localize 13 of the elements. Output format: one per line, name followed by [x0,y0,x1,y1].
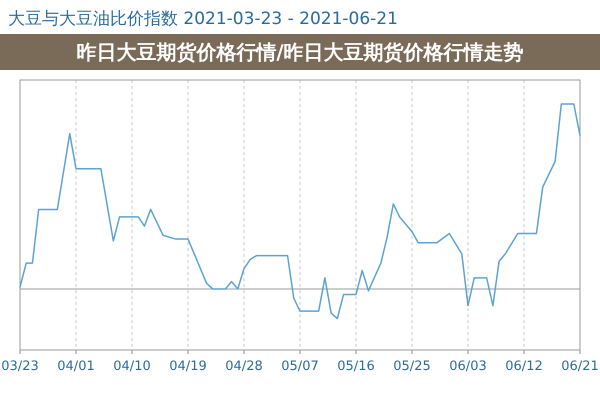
x-tick-label: 06/21 [561,359,599,374]
x-tick-label: 04/19 [169,359,207,374]
x-tick-label: 04/28 [225,359,263,374]
x-tick-label: 06/03 [449,359,487,374]
x-tick-label: 03/23 [1,359,39,374]
x-tick-label: 05/16 [337,359,375,374]
annotation: 昨日大豆期货价格行情/昨日大豆期货价格行情走势 [0,34,600,70]
x-tick-label: 05/25 [393,359,431,374]
chart-title: 大豆与大豆油比价指数 2021-03-23 - 2021-06-21 [8,9,398,29]
x-tick-label: 05/07 [281,359,319,374]
x-tick-label: 04/10 [113,359,151,374]
x-tick-label: 04/01 [57,359,95,374]
x-tick-label: 06/12 [505,359,543,374]
